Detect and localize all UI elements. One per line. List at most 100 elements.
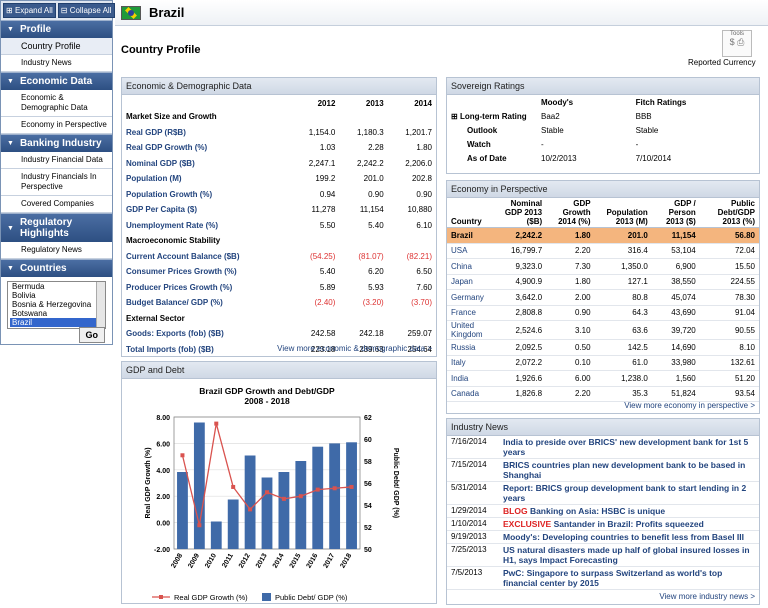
econ-value: 6.50 <box>416 267 432 277</box>
econ-row: Macroeconomic Stability <box>122 233 436 249</box>
economy-country-link[interactable]: France <box>447 305 494 321</box>
econ-value: 2,242.2 <box>356 158 384 168</box>
sovereign-header-row: Moody's Fitch Ratings <box>447 95 759 109</box>
econ-more-link[interactable]: View more economic & demographic data > <box>277 344 432 353</box>
sidebar-item[interactable]: Industry News <box>1 55 112 72</box>
news-more-link[interactable]: View more industry news > <box>659 592 755 601</box>
economy-country-link[interactable]: Italy <box>447 355 494 371</box>
econ-row-label[interactable]: Real GDP (R$B) <box>126 127 186 137</box>
y-left-axis-label: Real GDP Growth (%) <box>145 447 152 518</box>
news-headline-link[interactable]: Moody's: Developing countries to benefit… <box>499 530 759 544</box>
econ-row-label[interactable]: Unemployment Rate (%) <box>126 220 219 230</box>
economy-country-link[interactable]: Russia <box>447 339 494 356</box>
economy-panel: Economy in Perspective Country Nominal GD… <box>446 180 760 414</box>
economy-country-link[interactable]: United Kingdom <box>447 320 494 340</box>
debt-bar <box>312 446 324 549</box>
econ-row-label[interactable]: Real GDP Growth (%) <box>126 143 208 153</box>
debt-bar <box>210 521 222 549</box>
page-header: Brazil <box>115 0 768 26</box>
sidebar-item[interactable]: Industry Financials In Perspective <box>1 169 112 196</box>
year-header: 2012 <box>317 99 336 108</box>
econ-value <box>291 311 339 327</box>
econ-row: Market Size and Growth <box>122 109 436 125</box>
sidebar-section-header[interactable]: ▼ Banking Industry <box>1 134 112 152</box>
economy-country-link[interactable]: Brazil <box>447 227 494 244</box>
economy-country-link[interactable]: Japan <box>447 274 494 290</box>
news-headline-link[interactable]: PwC: Singapore to surpass Switzerland as… <box>499 566 759 590</box>
country-option[interactable]: Bosnia & Herzegovina <box>12 300 92 309</box>
sovereign-row-label: Outlook <box>447 123 537 137</box>
news-headline-link[interactable]: BLOG Banking on Asia: HSBC is unique <box>499 504 759 518</box>
news-headline-link[interactable]: EXCLUSIVE Santander in Brazil: Profits s… <box>499 517 759 531</box>
econ-row: Population Growth (%) 0.94 0.90 0.90 <box>122 187 436 203</box>
econ-row-label[interactable]: Producer Prices Growth (%) <box>126 282 233 292</box>
econ-row-label[interactable]: Nominal GDP ($B) <box>126 158 195 168</box>
econ-value: 1,154.0 <box>308 127 336 137</box>
go-button[interactable]: Go <box>78 327 105 343</box>
econ-row-label[interactable]: Consumer Prices Growth (%) <box>126 267 237 277</box>
country-option[interactable]: Bermuda <box>12 282 45 291</box>
econ-subheading: Market Size and Growth <box>126 112 217 122</box>
econ-row: Population (M) 199.2 201.0 202.8 <box>122 171 436 187</box>
sidebar-section-header[interactable]: ▼ Economic Data <box>1 72 112 90</box>
news-headline-link[interactable]: BRICS countries plan new development ban… <box>499 458 759 482</box>
economy-header: Nominal GDP 2013 ($B) <box>493 198 547 228</box>
expand-plus-icon[interactable]: ⊞ <box>451 111 460 121</box>
y-right-tick-label: 50 <box>364 547 372 554</box>
econ-row-label[interactable]: Population (M) <box>126 174 182 184</box>
sidebar-section-header[interactable]: ▼ Profile <box>1 20 112 38</box>
sovereign-header: Moody's <box>541 97 574 107</box>
sidebar-item[interactable]: Regulatory News <box>1 242 112 259</box>
currency-icon[interactable]: $ <box>729 37 735 47</box>
econ-row-label[interactable]: Current Account Balance ($B) <box>126 251 240 261</box>
econ-value <box>388 233 436 249</box>
economy-value: 2,524.6 <box>493 320 547 340</box>
country-option[interactable]: Botswana <box>12 309 48 318</box>
sidebar-item[interactable]: Covered Companies <box>1 196 112 213</box>
economy-country-link[interactable]: Germany <box>447 289 494 306</box>
expand-all-button[interactable]: ⊞ Expand All <box>3 3 56 18</box>
econ-value: 7.60 <box>416 282 432 292</box>
economy-country-link[interactable]: Canada <box>447 386 494 402</box>
news-date: 7/15/2014 <box>447 458 499 482</box>
sidebar-section-header[interactable]: ▼ Countries <box>1 259 112 277</box>
sidebar-item[interactable]: Economy in Perspective <box>1 117 112 134</box>
economy-country-link[interactable]: India <box>447 370 494 387</box>
sidebar-section-header[interactable]: ▼ Regulatory Highlights <box>1 213 112 242</box>
econ-value: 5.40 <box>368 220 384 230</box>
sidebar-item[interactable]: Economic & Demographic Data <box>1 90 112 117</box>
econ-value: 5.93 <box>368 282 384 292</box>
econ-value: (2.40) <box>314 298 336 308</box>
sidebar-item[interactable]: Industry Financial Data <box>1 152 112 169</box>
economy-country-link[interactable]: China <box>447 258 494 275</box>
econ-row-label[interactable]: Total Imports (fob) ($B) <box>126 344 214 354</box>
news-headline-link[interactable]: India to preside over BRICS' new develop… <box>499 436 759 459</box>
x-tick-label: 2013 <box>255 552 269 569</box>
collapse-all-button[interactable]: ⊟ Collapse All <box>57 3 115 18</box>
gdp-growth-point <box>265 490 269 495</box>
economy-more-link[interactable]: View more economy in perspective > <box>624 401 755 410</box>
economy-country-link[interactable]: USA <box>447 243 494 259</box>
econ-row-label[interactable]: Population Growth (%) <box>126 189 213 199</box>
economy-value: 45,074 <box>651 289 700 306</box>
country-option[interactable]: Bolivia <box>12 291 36 300</box>
y-right-tick-label: 56 <box>364 481 372 488</box>
chart-panel-title: GDP and Debt <box>122 362 436 379</box>
sovereign-row-label[interactable]: ⊞ Long-term Rating <box>447 109 537 123</box>
econ-row-label[interactable]: GDP Per Capita ($) <box>126 205 197 215</box>
country-option[interactable]: Brazil <box>10 318 103 327</box>
debt-bar <box>346 442 357 549</box>
x-tick-label: 2015 <box>289 552 303 569</box>
econ-value <box>388 109 436 125</box>
econ-row-label[interactable]: Budget Balance/ GDP (%) <box>126 298 223 308</box>
news-headline-link[interactable]: US natural disasters made up half of glo… <box>499 543 759 567</box>
gdp-growth-point <box>197 523 202 528</box>
news-headline-link[interactable]: Report: BRICS group development bank to … <box>499 481 759 505</box>
news-headline-text: BRICS countries plan new development ban… <box>503 460 746 480</box>
news-headline-text: Santander in Brazil: Profits squeezed <box>553 519 704 529</box>
sidebar-item[interactable]: Country Profile <box>1 38 112 55</box>
print-icon[interactable]: ⎙ <box>737 37 745 47</box>
econ-row-label[interactable]: Goods: Exports (fob) ($B) <box>126 329 224 339</box>
countries-scrollbar[interactable] <box>96 282 105 328</box>
countries-listbox[interactable]: Bermuda Bolivia Bosnia & Herzegovina Botswa… <box>7 281 106 329</box>
